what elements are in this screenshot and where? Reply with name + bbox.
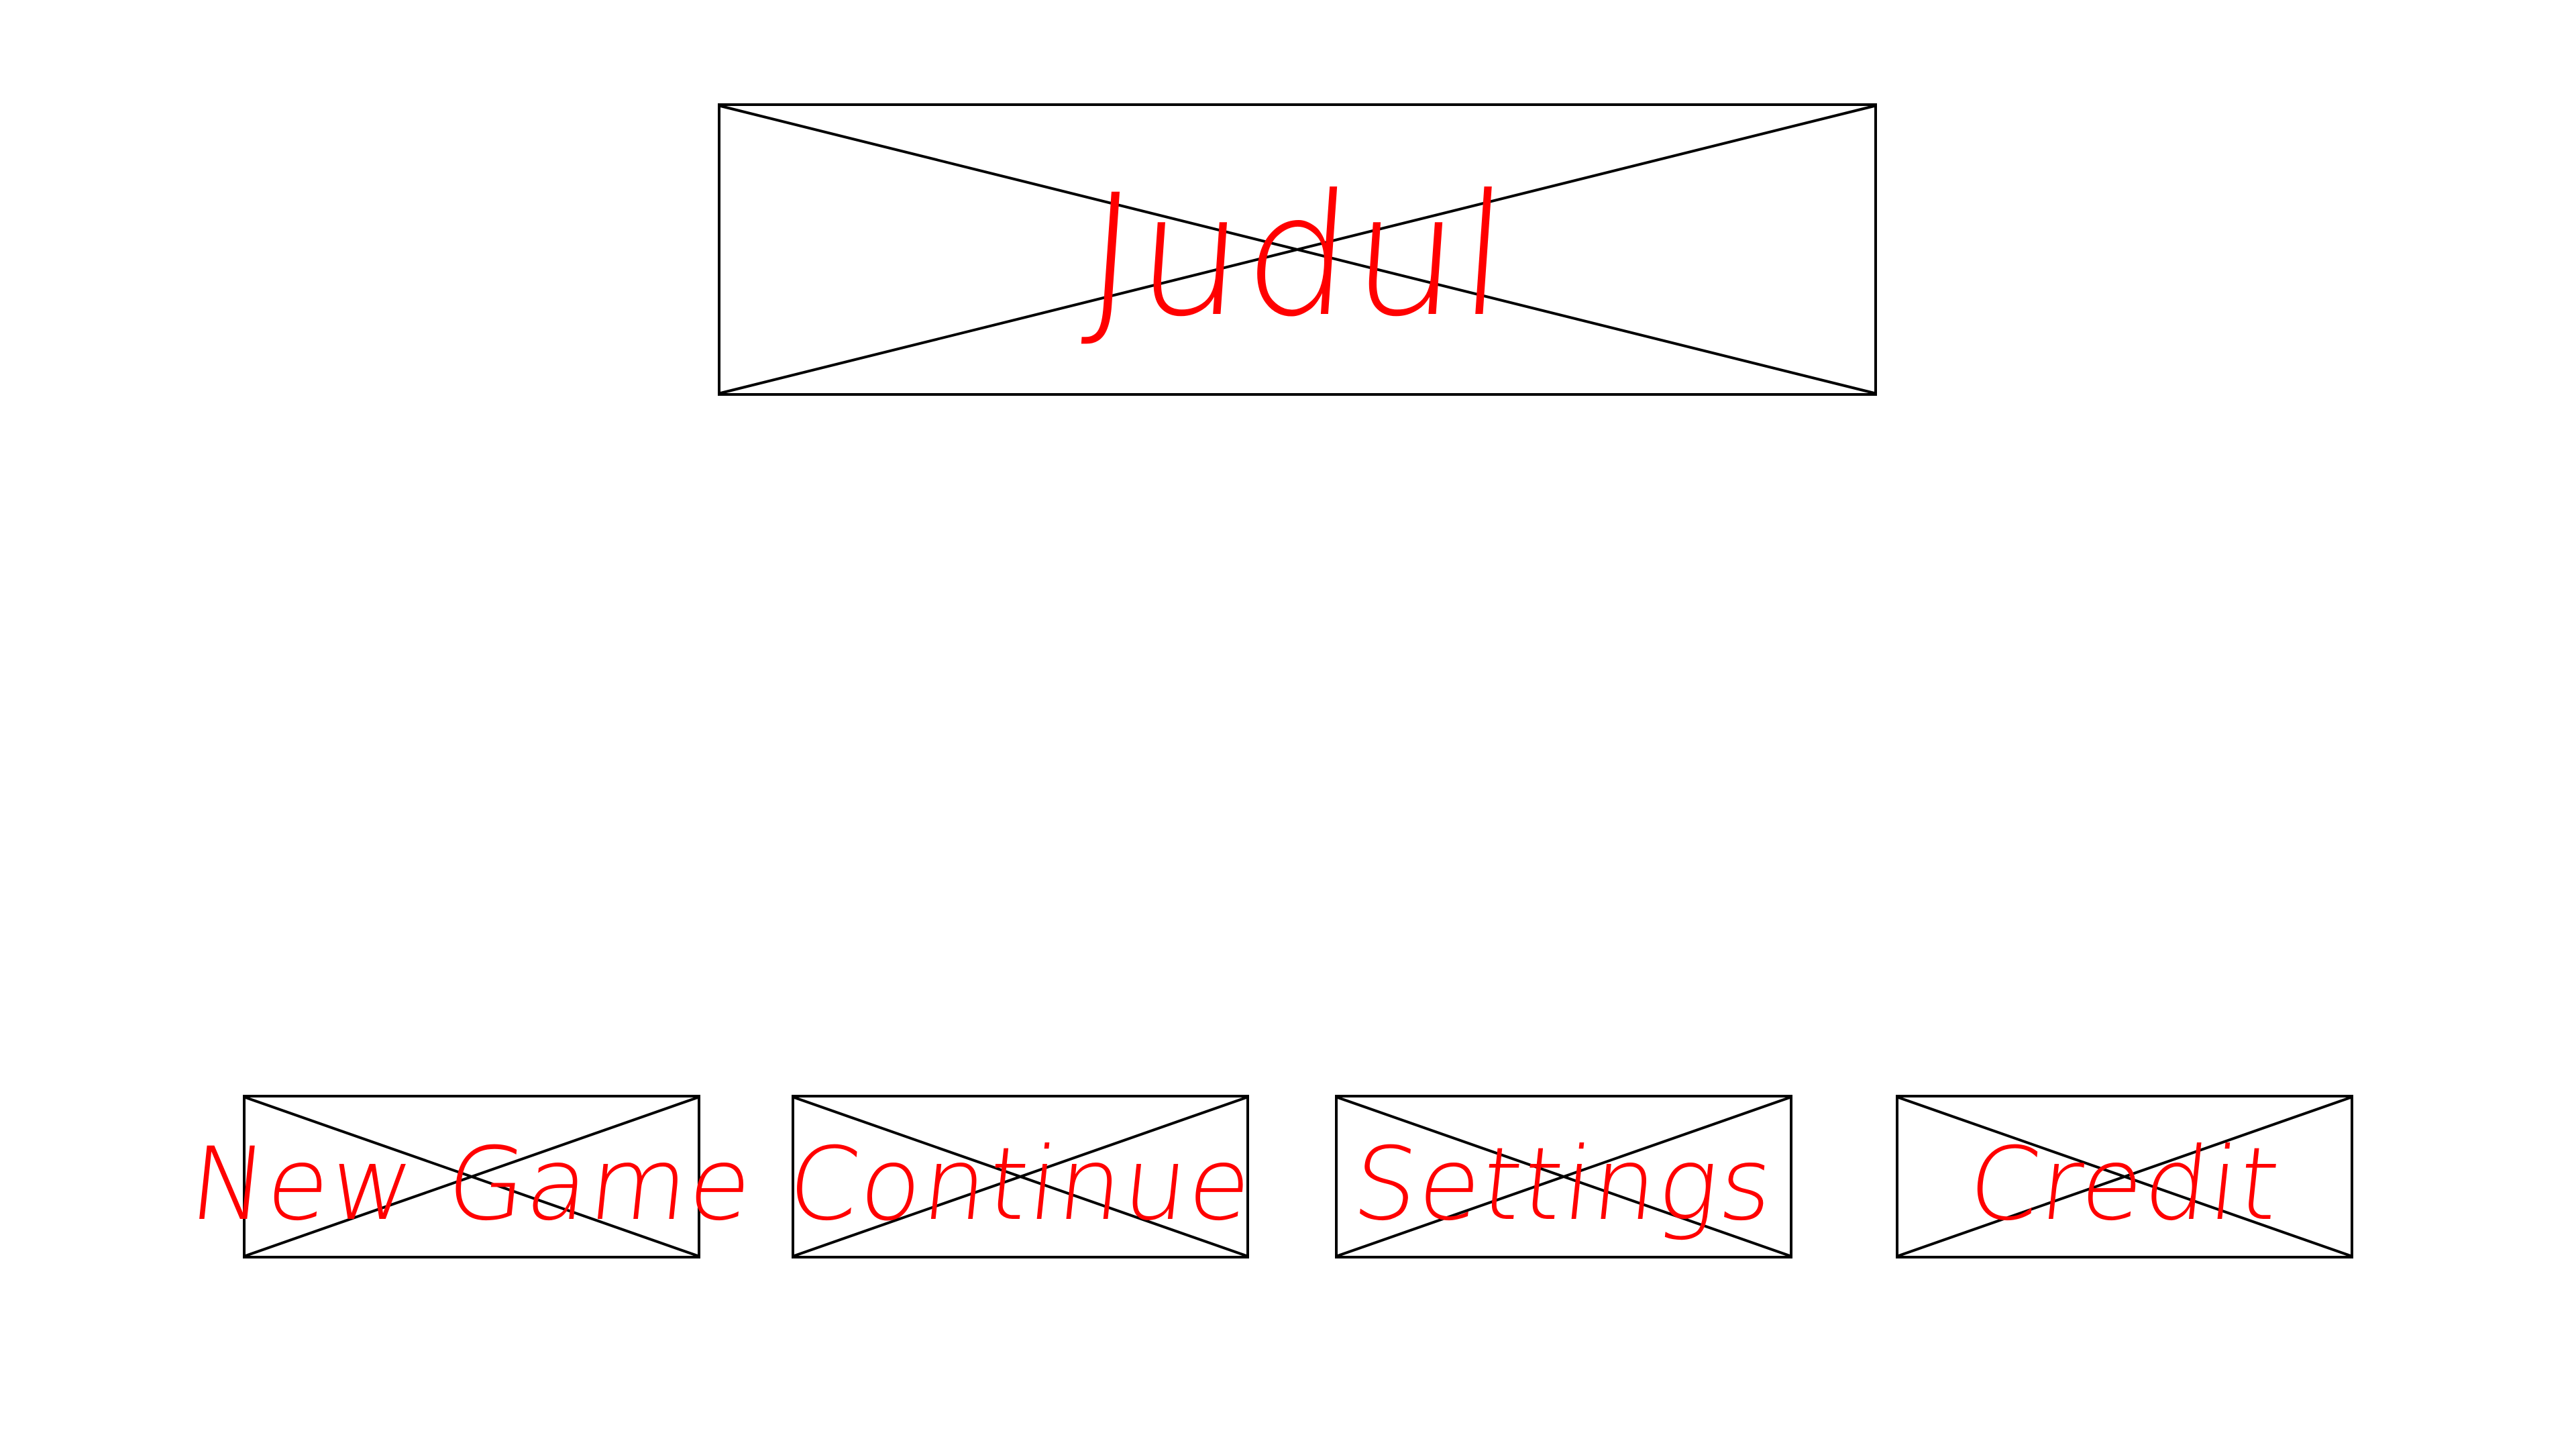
continue-label: Continue bbox=[782, 1126, 1258, 1243]
credit-button[interactable]: Credit bbox=[1896, 1095, 2353, 1258]
placeholder-cross-icon bbox=[794, 1097, 1246, 1256]
new-game-label: New Game bbox=[184, 1126, 759, 1243]
title-placeholder: Judul bbox=[718, 103, 1877, 396]
credit-label: Credit bbox=[1963, 1126, 2286, 1243]
placeholder-cross-icon bbox=[720, 106, 1874, 393]
placeholder-cross-icon bbox=[246, 1097, 698, 1256]
continue-button[interactable]: Continue bbox=[783, 1095, 1258, 1258]
new-game-button[interactable]: New Game bbox=[184, 1095, 759, 1258]
placeholder-cross-icon bbox=[1898, 1097, 2351, 1256]
settings-label: Settings bbox=[1347, 1126, 1780, 1243]
game-title: Judul bbox=[1079, 158, 1515, 354]
placeholder-cross-icon bbox=[1338, 1097, 1790, 1256]
settings-button[interactable]: Settings bbox=[1335, 1095, 1792, 1258]
